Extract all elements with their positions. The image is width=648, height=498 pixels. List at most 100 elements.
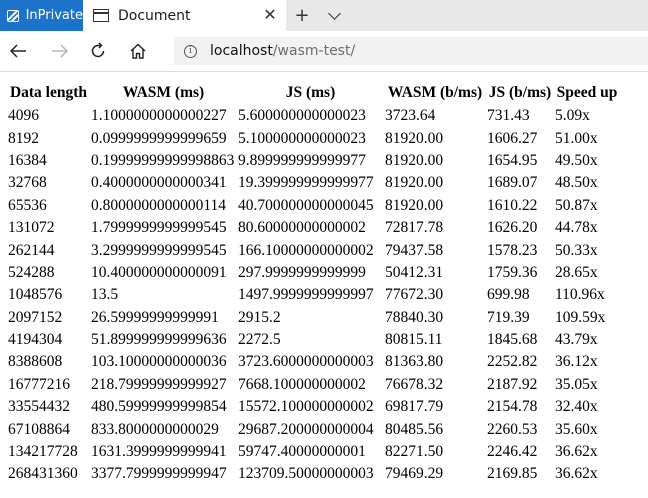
js-bms-cell: 699.98 xyxy=(487,286,530,304)
table-row: 2097152 26.59999999999991 2915.2 78840.30 71… xyxy=(8,307,619,329)
wasm-bms-cell: 81920.00 xyxy=(385,174,444,192)
tab-list-button[interactable] xyxy=(318,0,350,31)
js-ms-cell: 297.9999999999999 xyxy=(238,263,366,281)
js-bms-cell: 1626.20 xyxy=(487,219,538,237)
js-bms-cell: 1606.27 xyxy=(487,129,538,147)
js-bms-cell: 2187.92 xyxy=(487,375,538,393)
js-bms-cell: 1845.68 xyxy=(487,331,538,349)
wasm-ms-cell: 103.10000000000036 xyxy=(91,353,227,371)
js-ms-cell: 9.899999999999977 xyxy=(238,151,366,169)
js-ms-cell: 29687.200000000004 xyxy=(238,420,374,438)
wasm-bms-cell: 79469.29 xyxy=(385,465,444,483)
back-button[interactable] xyxy=(6,39,30,63)
js-bms-cell: 1689.07 xyxy=(487,174,538,192)
data-length-cell: 131072 xyxy=(8,219,55,237)
js-ms-cell: 19.399999999999977 xyxy=(238,174,374,192)
js-bms-cell: 731.43 xyxy=(487,107,530,125)
js-ms-cell: 7668.100000000002 xyxy=(238,375,366,393)
js-ms-cell: 40.700000000000045 xyxy=(238,196,374,214)
js-ms-cell: 59747.40000000001 xyxy=(238,443,366,461)
wasm-ms-cell: 0.4000000000000341 xyxy=(91,174,227,192)
wasm-bms-cell: 78840.30 xyxy=(385,308,444,326)
table-row: 16777216 218.79999999999927 7668.100000000… xyxy=(8,374,619,396)
speed-up-cell: 110.96x xyxy=(555,286,605,304)
chevron-down-icon xyxy=(327,7,341,20)
js-bms-cell: 2252.82 xyxy=(487,353,538,371)
wasm-ms-cell: 1.7999999999999545 xyxy=(91,219,227,237)
back-arrow-icon xyxy=(9,44,26,58)
wasm-ms-cell: 3377.7999999999947 xyxy=(91,465,227,483)
js-ms-cell: 3723.6000000000003 xyxy=(238,353,374,371)
header-wasm-ms: WASM (ms) xyxy=(122,84,205,101)
wasm-bms-cell: 81920.00 xyxy=(385,129,444,147)
js-bms-cell: 1610.22 xyxy=(487,196,538,214)
document-icon xyxy=(93,9,109,22)
speed-up-cell: 35.60x xyxy=(555,420,598,438)
wasm-ms-cell: 13.5 xyxy=(91,286,119,304)
data-length-cell: 262144 xyxy=(8,241,55,259)
js-bms-cell: 1578.23 xyxy=(487,241,538,259)
table-row: 268431360 3377.7999999999947 123709.500000… xyxy=(8,463,619,485)
wasm-ms-cell: 51.899999999999636 xyxy=(91,331,227,349)
forward-arrow-icon xyxy=(52,44,69,58)
table-row: 16384 0.19999999999998863 9.89999999999997… xyxy=(8,150,619,172)
js-bms-cell: 719.39 xyxy=(487,308,530,326)
info-icon[interactable]: i xyxy=(184,44,197,58)
wasm-bms-cell: 81363.80 xyxy=(385,353,444,371)
url-path: /wasm-test/ xyxy=(272,43,356,59)
new-tab-button[interactable]: + xyxy=(286,0,318,31)
tab-strip: InPrivate Document ✕ + xyxy=(0,0,648,31)
table-row: 4194304 51.899999999999636 2272.5 80815.11 1… xyxy=(8,329,619,351)
speed-up-cell: 36.62x xyxy=(555,465,598,483)
wasm-ms-cell: 1.1000000000000227 xyxy=(91,107,227,125)
data-length-cell: 8192 xyxy=(8,129,39,147)
home-button[interactable] xyxy=(126,39,150,63)
wasm-ms-cell: 0.0999999999999659 xyxy=(91,129,227,147)
speed-up-cell: 28.65x xyxy=(555,263,598,281)
speed-up-cell: 44.78x xyxy=(555,219,598,237)
speed-up-cell: 109.59x xyxy=(555,308,606,326)
wasm-bms-cell: 80815.11 xyxy=(385,331,443,349)
table-row: 67108864 833.8000000000029 29687.200000000… xyxy=(8,418,619,440)
wasm-ms-cell: 1631.3999999999941 xyxy=(91,443,227,461)
speed-up-cell: 48.50x xyxy=(555,174,598,192)
table-row: 32768 0.4000000000000341 19.39999999999997… xyxy=(8,172,619,194)
header-data-length: Data length xyxy=(9,84,88,101)
tab-document[interactable]: Document ✕ xyxy=(83,0,286,31)
wasm-bms-cell: 69817.79 xyxy=(385,398,444,416)
speed-up-cell: 49.50x xyxy=(555,151,598,169)
data-length-cell: 65536 xyxy=(8,196,47,214)
js-ms-cell: 123709.50000000003 xyxy=(238,465,374,483)
wasm-bms-cell: 50412.31 xyxy=(385,263,444,281)
wasm-ms-cell: 833.8000000000029 xyxy=(91,420,219,438)
wasm-bms-cell: 77672.30 xyxy=(385,286,444,304)
wasm-bms-cell: 82271.50 xyxy=(385,443,444,461)
js-bms-cell: 2169.85 xyxy=(487,465,538,483)
refresh-button[interactable] xyxy=(86,39,110,63)
data-length-cell: 134217728 xyxy=(8,443,78,461)
data-length-cell: 67108864 xyxy=(8,420,70,438)
address-bar[interactable]: i localhost /wasm-test/ xyxy=(174,37,648,65)
close-icon[interactable]: ✕ xyxy=(263,5,277,24)
header-wasm-bms: WASM (b/ms) xyxy=(387,84,483,101)
data-length-cell: 524288 xyxy=(8,263,55,281)
forward-button[interactable] xyxy=(48,39,72,63)
table-row: 1048576 13.5 1497.9999999999997 77672.30 699… xyxy=(8,284,619,306)
wasm-ms-cell: 3.2999999999999545 xyxy=(91,241,227,259)
data-length-cell: 2097152 xyxy=(8,308,63,326)
table-row: 8388608 103.10000000000036 3723.6000000000… xyxy=(8,351,619,373)
wasm-bms-cell: 3723.64 xyxy=(385,107,436,125)
speed-up-cell: 50.33x xyxy=(555,241,598,259)
data-length-cell: 33554432 xyxy=(8,398,70,416)
table-header-row: Data length WASM (ms) JS (ms) WASM (b/ms… xyxy=(8,81,619,105)
wasm-bms-cell: 79437.58 xyxy=(385,241,444,259)
table-row: 131072 1.7999999999999545 80.6000000000000… xyxy=(8,217,619,239)
inprivate-badge[interactable]: InPrivate xyxy=(0,0,83,31)
js-bms-cell: 2154.78 xyxy=(487,398,538,416)
js-bms-cell: 2246.42 xyxy=(487,443,538,461)
js-ms-cell: 15572.100000000002 xyxy=(238,398,374,416)
header-js-ms: JS (ms) xyxy=(285,84,336,101)
speed-up-cell: 36.62x xyxy=(555,443,598,461)
tab-title: Document xyxy=(118,7,191,24)
wasm-ms-cell: 0.8000000000000114 xyxy=(91,196,227,214)
